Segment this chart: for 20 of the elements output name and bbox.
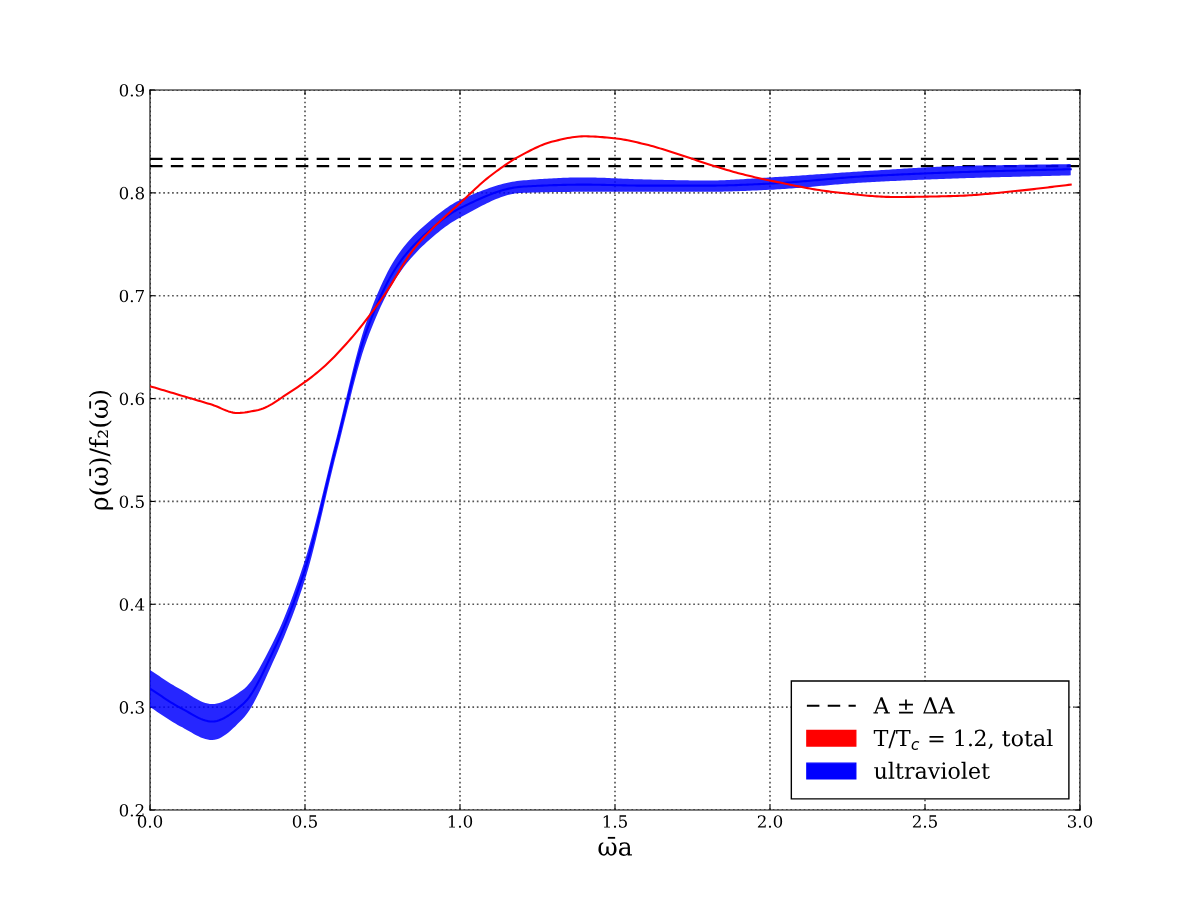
legend-label: A ± ΔA bbox=[873, 697, 955, 714]
x-tick-label: 0.0 bbox=[137, 815, 163, 828]
y-tick-label: 0.5 bbox=[119, 495, 144, 508]
legend-label: T/T$_{c}$ = 1.2, total bbox=[873, 729, 1053, 750]
y-tick-label: 0.8 bbox=[119, 186, 145, 200]
x-tick-label: 1.5 bbox=[603, 815, 627, 828]
x-tick-label: 1.0 bbox=[448, 815, 473, 828]
y-tick-label: 0.2 bbox=[119, 803, 144, 817]
x-tick-label: 2.0 bbox=[757, 815, 783, 828]
x-tick-label: 0.5 bbox=[292, 815, 317, 828]
y-axis-title: ρ(ω̄)/f₂(ω̄) bbox=[88, 390, 114, 510]
y-tick-label: 0.6 bbox=[119, 392, 145, 406]
x-tick-label: 3.0 bbox=[1068, 815, 1093, 828]
legend-label: ultraviolet bbox=[874, 761, 990, 780]
y-tick-label: 0.4 bbox=[119, 598, 145, 611]
x-axis-title: ω̄a bbox=[598, 836, 632, 856]
y-tick-label: 0.9 bbox=[119, 83, 145, 97]
y-tick-label: 0.7 bbox=[119, 289, 144, 303]
y-tick-label: 0.3 bbox=[119, 701, 144, 714]
x-tick-label: 2.5 bbox=[912, 815, 937, 828]
